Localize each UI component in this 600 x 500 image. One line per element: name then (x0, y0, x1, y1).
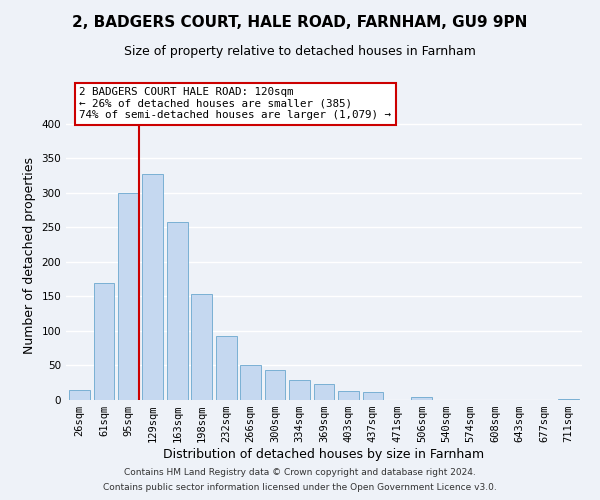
Bar (191, 294, 212, 400)
Bar (240, 366, 261, 400)
Bar (216, 336, 236, 400)
Text: 2 BADGERS COURT HALE ROAD: 120sqm
← 26% of detached houses are smaller (385)
74%: 2 BADGERS COURT HALE ROAD: 120sqm ← 26% … (79, 87, 391, 120)
Bar (558, 398, 579, 400)
Text: Contains public sector information licensed under the Open Government Licence v3: Contains public sector information licen… (103, 483, 497, 492)
Bar (142, 174, 163, 400)
Bar (289, 380, 310, 400)
Bar (338, 391, 359, 400)
Bar (314, 384, 334, 400)
Bar (265, 370, 286, 400)
Text: Size of property relative to detached houses in Farnham: Size of property relative to detached ho… (124, 45, 476, 58)
Bar (69, 390, 90, 400)
Bar (94, 282, 114, 400)
Y-axis label: Number of detached properties: Number of detached properties (23, 156, 36, 354)
Bar (362, 392, 383, 400)
Bar (412, 396, 432, 400)
Bar (118, 193, 139, 400)
Text: 2, BADGERS COURT, HALE ROAD, FARNHAM, GU9 9PN: 2, BADGERS COURT, HALE ROAD, FARNHAM, GU… (73, 15, 527, 30)
Bar (167, 222, 188, 400)
X-axis label: Distribution of detached houses by size in Farnham: Distribution of detached houses by size … (163, 448, 485, 461)
Text: Contains HM Land Registry data © Crown copyright and database right 2024.: Contains HM Land Registry data © Crown c… (124, 468, 476, 477)
